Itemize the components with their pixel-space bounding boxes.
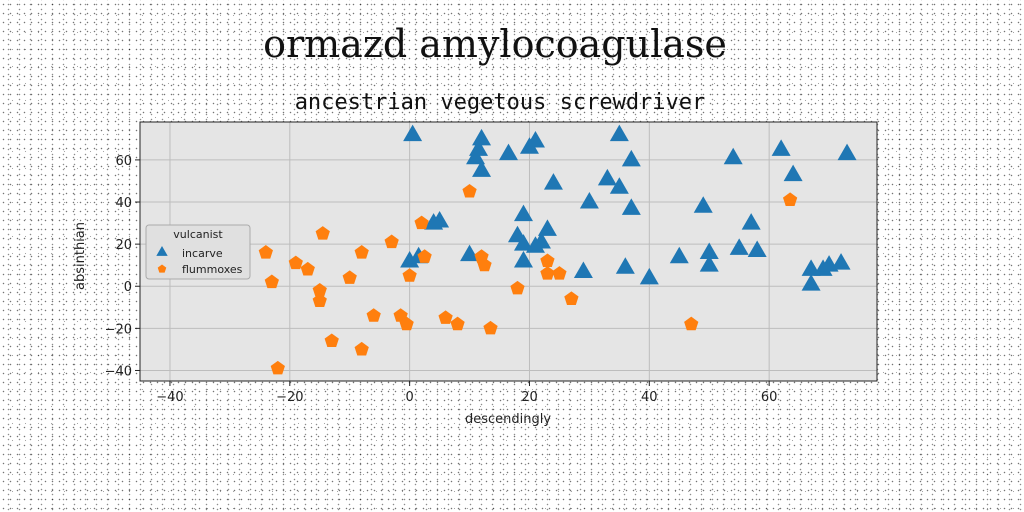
marker-incarve bbox=[531, 232, 551, 249]
marker-incarve bbox=[741, 213, 761, 230]
marker-incarve bbox=[537, 219, 557, 236]
chart-title: ancestrian vegetous screwdriver bbox=[295, 90, 706, 115]
marker-incarve bbox=[525, 130, 545, 148]
marker-incarve bbox=[699, 242, 719, 260]
marker-flummoxes bbox=[402, 268, 417, 282]
marker-flummoxes bbox=[270, 360, 285, 375]
marker-incarve bbox=[469, 139, 489, 156]
plot-area bbox=[140, 122, 877, 381]
marker-flummoxes bbox=[393, 308, 408, 322]
figure-suptitle: ormazd amylocoagulase bbox=[263, 22, 727, 66]
marker-incarve bbox=[513, 204, 533, 222]
marker-flummoxes bbox=[438, 310, 453, 324]
marker-incarve bbox=[801, 259, 821, 276]
marker-flummoxes bbox=[684, 316, 699, 331]
marker-flummoxes bbox=[288, 255, 303, 270]
marker-flummoxes bbox=[315, 226, 330, 240]
marker-incarve bbox=[621, 198, 641, 215]
marker-incarve bbox=[831, 253, 851, 270]
x-tick-label: 0 bbox=[405, 390, 413, 405]
y-tick-label: 0 bbox=[124, 280, 132, 295]
x-tick-label: 20 bbox=[521, 390, 538, 405]
marker-incarve bbox=[466, 147, 486, 165]
legend-marker-flummoxes bbox=[157, 264, 167, 273]
marker-incarve bbox=[543, 173, 563, 190]
marker-flummoxes bbox=[414, 215, 429, 230]
marker-flummoxes bbox=[417, 249, 432, 263]
marker-flummoxes bbox=[366, 308, 381, 322]
y-axis-label: absinthian bbox=[73, 222, 88, 290]
marker-incarve bbox=[472, 128, 492, 146]
marker-incarve bbox=[639, 267, 659, 285]
marker-flummoxes bbox=[324, 333, 339, 348]
marker-flummoxes bbox=[258, 245, 273, 259]
y-tick-label: 40 bbox=[115, 196, 132, 211]
y-tick-label: −20 bbox=[105, 322, 132, 337]
marker-incarve bbox=[609, 177, 629, 194]
marker-incarve bbox=[573, 261, 593, 279]
x-tick-label: 40 bbox=[641, 390, 658, 405]
marker-incarve bbox=[403, 124, 423, 142]
marker-incarve bbox=[729, 238, 749, 255]
marker-incarve bbox=[430, 210, 450, 228]
marker-incarve bbox=[837, 143, 857, 161]
x-tick-label: −40 bbox=[156, 390, 183, 405]
marker-incarve bbox=[513, 234, 533, 251]
marker-incarve bbox=[801, 274, 821, 291]
legend-marker-incarve bbox=[156, 246, 168, 256]
y-tick-label: 20 bbox=[115, 238, 132, 253]
marker-flummoxes bbox=[483, 320, 498, 335]
marker-flummoxes bbox=[312, 293, 327, 308]
marker-incarve bbox=[723, 147, 743, 165]
legend-label-incarve: incarve bbox=[182, 247, 223, 260]
marker-flummoxes bbox=[450, 316, 465, 331]
marker-flummoxes bbox=[540, 253, 555, 268]
marker-incarve bbox=[499, 143, 518, 161]
marker-incarve bbox=[460, 244, 480, 262]
marker-flummoxes bbox=[462, 183, 477, 198]
marker-flummoxes bbox=[782, 192, 798, 206]
marker-incarve bbox=[513, 250, 533, 268]
marker-incarve bbox=[579, 192, 599, 209]
marker-incarve bbox=[400, 250, 420, 268]
marker-flummoxes bbox=[264, 274, 279, 289]
y-tick-label: 60 bbox=[115, 154, 132, 169]
x-axis-label: descendingly bbox=[465, 412, 551, 427]
marker-incarve bbox=[693, 196, 713, 213]
legend-title: vulcanist bbox=[173, 228, 223, 241]
y-tick-label: −40 bbox=[105, 364, 132, 379]
marker-incarve bbox=[771, 139, 791, 156]
marker-flummoxes bbox=[399, 316, 414, 331]
marker-flummoxes bbox=[312, 282, 327, 297]
marker-flummoxes bbox=[384, 234, 399, 249]
legend: vulcanist incarve flummoxes bbox=[145, 224, 251, 280]
marker-flummoxes bbox=[342, 270, 357, 284]
marker-incarve bbox=[669, 246, 689, 264]
marker-flummoxes bbox=[354, 341, 369, 356]
marker-incarve bbox=[472, 160, 492, 177]
marker-incarve bbox=[597, 168, 617, 186]
marker-flummoxes bbox=[552, 266, 567, 280]
marker-incarve bbox=[615, 257, 635, 274]
marker-incarve bbox=[609, 124, 629, 142]
x-tick-label: 60 bbox=[761, 390, 778, 405]
legend-label-flummoxes: flummoxes bbox=[182, 263, 243, 276]
marker-flummoxes bbox=[477, 257, 492, 272]
marker-flummoxes bbox=[540, 266, 555, 280]
marker-incarve bbox=[621, 149, 641, 167]
marker-incarve bbox=[747, 240, 767, 257]
marker-incarve bbox=[783, 164, 803, 182]
marker-flummoxes bbox=[510, 280, 525, 295]
marker-flummoxes bbox=[300, 261, 315, 276]
marker-flummoxes bbox=[354, 245, 369, 259]
legend-box bbox=[145, 224, 251, 280]
marker-incarve bbox=[699, 255, 719, 272]
x-tick-label: −20 bbox=[276, 390, 303, 405]
plot-frame bbox=[139, 121, 878, 382]
marker-flummoxes bbox=[564, 291, 579, 305]
